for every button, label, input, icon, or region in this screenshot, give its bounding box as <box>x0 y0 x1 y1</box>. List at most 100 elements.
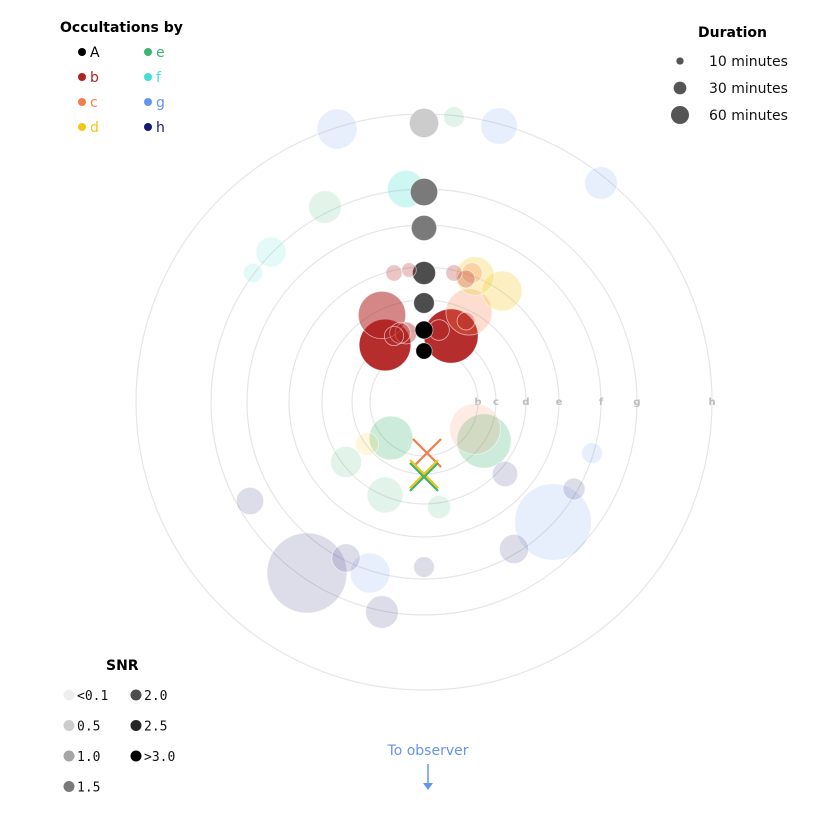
snr-legend-item: 0.5 <box>63 720 100 735</box>
point-h <box>413 556 435 578</box>
point-h <box>365 595 399 629</box>
point-e <box>330 446 362 478</box>
point-A <box>414 320 434 340</box>
point-c <box>449 403 501 455</box>
point-h <box>498 533 530 565</box>
point-A <box>413 292 435 314</box>
snr-label: >3.0 <box>144 750 175 765</box>
legend-label: g <box>156 95 165 111</box>
point-b <box>445 264 463 282</box>
legend-dot <box>78 73 86 81</box>
snr-marker <box>63 720 75 731</box>
snr-label: 2.5 <box>144 720 167 735</box>
legend-label: h <box>156 120 165 136</box>
point-h <box>235 486 265 516</box>
point-d <box>355 432 379 456</box>
occultations-legend-item-c: c <box>78 95 98 111</box>
snr-legend-item: <0.1 <box>63 689 108 704</box>
duration-legend-item: 30 minutes <box>673 81 788 97</box>
legend-label: d <box>90 120 99 136</box>
star-marker-e-icon <box>409 462 439 492</box>
point-c <box>461 262 483 284</box>
snr-legend-item: 2.5 <box>130 720 167 735</box>
point-g <box>584 166 618 200</box>
observer-arrow-icon <box>423 783 433 790</box>
snr-label: 0.5 <box>77 720 100 735</box>
occultations-legend-item-e: e <box>144 45 165 61</box>
orbit-labels: b c d e f g h <box>474 397 715 408</box>
point-e <box>368 415 414 461</box>
point-f <box>255 236 287 268</box>
point-h <box>331 543 361 573</box>
snr-marker <box>130 720 142 731</box>
point-h <box>562 477 586 501</box>
duration-legend-item: 10 minutes <box>676 54 788 70</box>
point-h <box>491 460 519 488</box>
occultations-legend-title: Occultations by <box>60 20 183 36</box>
point-e <box>366 476 404 514</box>
duration-label: 60 minutes <box>709 108 788 124</box>
point-g <box>514 483 592 561</box>
snr-legend-item: 2.0 <box>130 689 167 704</box>
duration-marker <box>673 81 687 95</box>
legend-dot <box>78 123 86 131</box>
orbit-label-g: g <box>633 397 640 408</box>
duration-legend-title: Duration <box>698 25 767 41</box>
legend-label: f <box>156 70 162 86</box>
point-g <box>581 442 603 464</box>
legend-dot <box>144 123 152 131</box>
occultations-legend-item-h: h <box>144 120 165 136</box>
snr-label: <0.1 <box>77 689 108 704</box>
point-A <box>415 342 433 360</box>
duration-label: 30 minutes <box>709 81 788 97</box>
orbit-label-h: h <box>708 397 715 408</box>
legend-dot <box>144 48 152 56</box>
snr-marker <box>63 689 75 701</box>
snr-label: 1.0 <box>77 750 100 765</box>
point-A <box>408 107 440 139</box>
point-A <box>412 261 436 285</box>
observer-label: To observer <box>387 743 469 759</box>
legend-label: e <box>156 45 165 61</box>
point-A <box>410 214 438 242</box>
point-b <box>383 325 405 347</box>
point-f <box>242 262 264 284</box>
occultations-legend-item-g: g <box>144 95 165 111</box>
occultation-points <box>235 106 618 629</box>
point-b <box>357 290 407 340</box>
snr-marker <box>130 750 142 762</box>
point-g <box>316 108 358 150</box>
point-d <box>455 256 495 296</box>
duration-legend-item: 60 minutes <box>671 106 788 124</box>
legend-label: A <box>90 45 100 61</box>
point-e <box>427 495 451 519</box>
snr-marker <box>63 750 75 762</box>
snr-marker <box>130 689 142 701</box>
point-b <box>385 264 403 282</box>
legend-dot <box>78 48 86 56</box>
legend-dot <box>78 98 86 106</box>
snr-legend-item: >3.0 <box>130 750 175 765</box>
point-h <box>266 532 348 614</box>
point-g <box>349 552 391 594</box>
point-e <box>456 413 512 469</box>
star-marker-d-icon <box>409 459 439 489</box>
legend-dot <box>144 73 152 81</box>
occultations-legend-item-b: b <box>78 70 99 86</box>
orbit-label-c: c <box>493 397 499 408</box>
point-e <box>308 190 342 224</box>
orbit-label-f: f <box>599 397 604 408</box>
snr-legend-item: 1.5 <box>63 781 100 796</box>
orbit-label-d: d <box>522 397 529 408</box>
legend-label: b <box>90 70 99 86</box>
occultations-legend-item-f: f <box>144 70 162 86</box>
occultations-legend-item-d: d <box>78 120 99 136</box>
duration-legend: Duration 10 minutes 30 minutes 60 minutes <box>671 25 788 124</box>
star-markers <box>409 438 442 492</box>
point-g <box>480 107 518 145</box>
snr-legend: SNR <0.1 0.5 1.0 1.5 2.0 2.5 >3.0 <box>63 658 175 796</box>
snr-legend-item: 1.0 <box>63 750 100 765</box>
occultations-legend-item-A: A <box>78 45 100 61</box>
